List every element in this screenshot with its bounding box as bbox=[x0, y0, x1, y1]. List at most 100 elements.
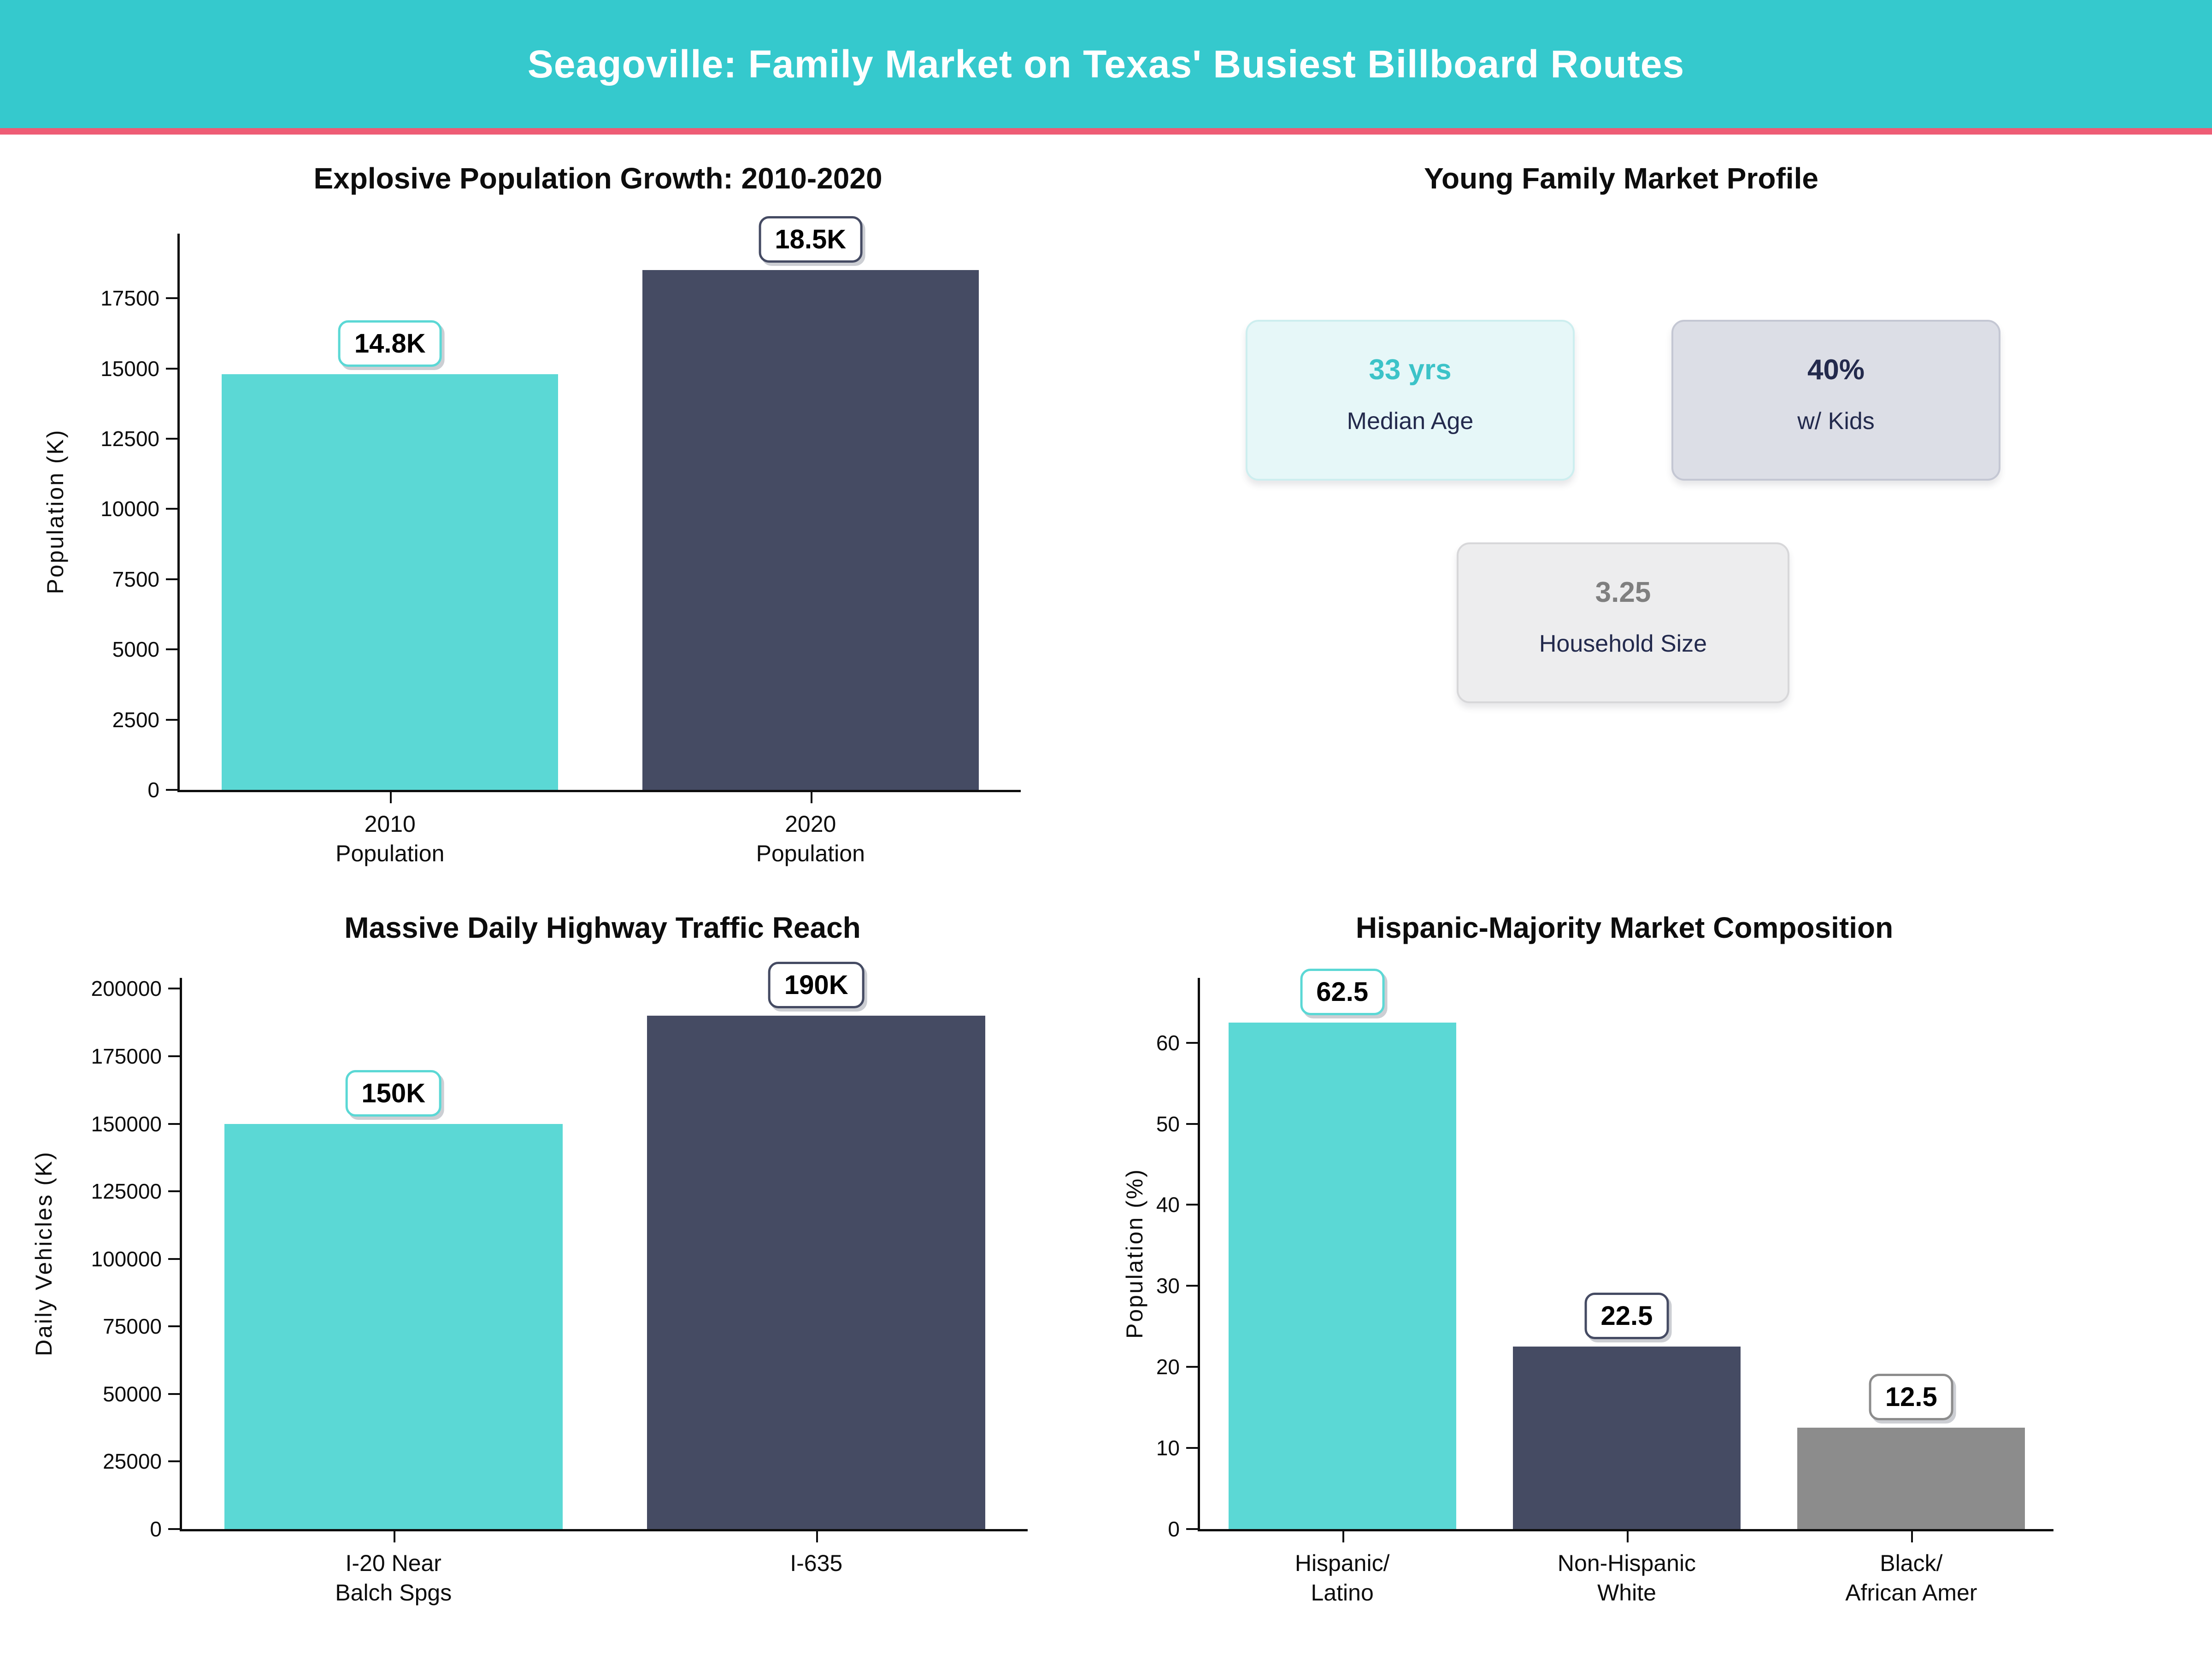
y-tick-mark bbox=[168, 1460, 180, 1463]
bar-value-label: 150K bbox=[345, 1070, 442, 1117]
y-tick-mark bbox=[168, 1528, 180, 1530]
bar-non-hispanic bbox=[1513, 1347, 1741, 1529]
x-category-label: 2020 Population bbox=[756, 811, 865, 866]
stat-card-household-size: 3.25 Household Size bbox=[1457, 542, 1789, 703]
y-tick-label: 30 bbox=[1156, 1274, 1180, 1298]
x-tick-mark bbox=[1342, 1530, 1344, 1542]
y-tick-label: 175000 bbox=[91, 1044, 162, 1069]
bar-slot: 62.5 bbox=[1200, 968, 1484, 1529]
y-tick-label: 125000 bbox=[91, 1179, 162, 1204]
header-accent-bar bbox=[0, 128, 2212, 135]
y-tick-label: 0 bbox=[1168, 1517, 1180, 1541]
y-tick-mark bbox=[1186, 1285, 1198, 1287]
profile-title: Young Family Market Profile bbox=[1424, 162, 1818, 195]
y-tick-mark bbox=[168, 988, 180, 990]
y-tick-mark bbox=[168, 1190, 180, 1193]
y-tick-label: 100000 bbox=[91, 1247, 162, 1271]
y-tick-label: 10 bbox=[1156, 1436, 1180, 1460]
x-category-label: Hispanic/ Latino bbox=[1294, 1550, 1390, 1606]
bar-slot: 150K bbox=[182, 978, 605, 1529]
x-tick-mark bbox=[1627, 1530, 1629, 1542]
y-tick-label: 2500 bbox=[112, 707, 159, 732]
y-tick-label: 150000 bbox=[91, 1112, 162, 1136]
y-tick-mark bbox=[166, 578, 178, 580]
chart-title-ethnicity: Hispanic-Majority Market Composition bbox=[1355, 911, 1894, 944]
y-tick-mark bbox=[168, 1123, 180, 1125]
stat-label-household-size: Household Size bbox=[1539, 630, 1707, 657]
x-tick-mark bbox=[390, 791, 392, 803]
y-tick-label: 10000 bbox=[100, 497, 159, 521]
y-tick-label: 50 bbox=[1156, 1112, 1180, 1136]
x-category-label: 2010 Population bbox=[335, 811, 445, 866]
y-tick-label: 0 bbox=[147, 778, 159, 802]
x-tick-mark bbox=[816, 1530, 818, 1542]
y-tick-mark bbox=[166, 648, 178, 651]
x-tick-mark bbox=[1911, 1530, 1913, 1542]
y-tick-mark bbox=[166, 789, 178, 791]
y-tick-mark bbox=[168, 1393, 180, 1395]
y-tick-mark bbox=[1186, 1447, 1198, 1449]
y-tick-label: 75000 bbox=[103, 1314, 162, 1339]
y-tick-mark bbox=[1186, 1528, 1198, 1530]
x-category-label: Non-Hispanic White bbox=[1557, 1550, 1696, 1606]
y-tick-label: 5000 bbox=[112, 637, 159, 662]
x-tick-mark bbox=[393, 1530, 395, 1542]
x-category-label: I-635 bbox=[790, 1550, 843, 1576]
x-category-label: Black/ African Amer bbox=[1845, 1550, 1977, 1606]
y-tick-label: 20 bbox=[1156, 1355, 1180, 1379]
header-banner: Seagoville: Family Market on Texas' Busi… bbox=[0, 0, 2212, 128]
bar-value-label: 12.5 bbox=[1869, 1374, 1953, 1421]
stat-card-with-kids: 40% w/ Kids bbox=[1671, 320, 2000, 481]
y-tick-label: 200000 bbox=[91, 977, 162, 1001]
plot-area-population: 0 2500 5000 7500 10000 12500 15000 17500 14.8K 20… bbox=[100, 216, 1021, 866]
y-tick-label: 60 bbox=[1156, 1030, 1180, 1055]
y-tick-mark bbox=[166, 297, 178, 300]
y-tick-mark bbox=[1186, 1366, 1198, 1368]
bar-slot: 190K bbox=[605, 962, 1028, 1529]
bar-i-20-near bbox=[224, 1124, 563, 1529]
y-tick-mark bbox=[166, 508, 178, 510]
y-tick-mark bbox=[1186, 1123, 1198, 1125]
y-tick-label: 40 bbox=[1156, 1193, 1180, 1217]
bar-slot: 22.5 bbox=[1484, 978, 1769, 1529]
page-title: Seagoville: Family Market on Texas' Busi… bbox=[527, 42, 1685, 86]
bar-value-label: 14.8K bbox=[338, 320, 442, 367]
y-tick-label: 12500 bbox=[100, 427, 159, 451]
stat-value-median-age: 33 yrs bbox=[1369, 353, 1452, 386]
bar-slot: 14.8K bbox=[180, 234, 600, 790]
chart-title-population: Explosive Population Growth: 2010-2020 bbox=[313, 162, 882, 195]
bar-black- bbox=[1797, 1428, 2025, 1529]
stat-value-with-kids: 40% bbox=[1807, 353, 1865, 386]
stat-label-median-age: Median Age bbox=[1347, 407, 1474, 435]
chart-title-traffic: Massive Daily Highway Traffic Reach bbox=[344, 911, 861, 944]
plot-area-ethnicity: 0 10 20 30 40 50 60 62.5 Hispanic/ Latino 22.5 Non… bbox=[1156, 968, 2053, 1606]
bar-hispanic- bbox=[1228, 1022, 1456, 1529]
stat-card-median-age: 33 yrs Median Age bbox=[1246, 320, 1575, 481]
bar-value-label: 18.5K bbox=[759, 216, 863, 263]
y-tick-label: 50000 bbox=[103, 1382, 162, 1406]
bar-value-label: 62.5 bbox=[1300, 968, 1385, 1015]
y-tick-label: 15000 bbox=[100, 356, 159, 381]
y-tick-label: 0 bbox=[150, 1517, 162, 1541]
y-tick-mark bbox=[168, 1325, 180, 1328]
y-tick-mark bbox=[166, 718, 178, 721]
y-tick-mark bbox=[166, 438, 178, 440]
bar-2020 bbox=[642, 270, 979, 790]
y-tick-mark bbox=[1186, 1204, 1198, 1206]
bar-value-label: 190K bbox=[768, 962, 865, 1009]
x-category-label: I-20 Near Balch Spgs bbox=[335, 1550, 452, 1606]
stat-value-household-size: 3.25 bbox=[1595, 576, 1651, 608]
bar-slot: 12.5 bbox=[1769, 978, 2053, 1529]
bar-slot: 18.5K bbox=[600, 216, 1021, 790]
plot-area-traffic: 0 25000 50000 75000 100000 125000 150000 175000… bbox=[91, 962, 1028, 1606]
bar-2010 bbox=[222, 374, 559, 790]
bar-value-label: 22.5 bbox=[1584, 1293, 1669, 1340]
y-tick-mark bbox=[166, 367, 178, 370]
stat-label-with-kids: w/ Kids bbox=[1797, 407, 1875, 435]
y-tick-mark bbox=[168, 1055, 180, 1058]
y-tick-label: 7500 bbox=[112, 567, 159, 591]
y-tick-label: 17500 bbox=[100, 286, 159, 311]
y-tick-mark bbox=[168, 1258, 180, 1260]
y-tick-mark bbox=[1186, 1041, 1198, 1044]
